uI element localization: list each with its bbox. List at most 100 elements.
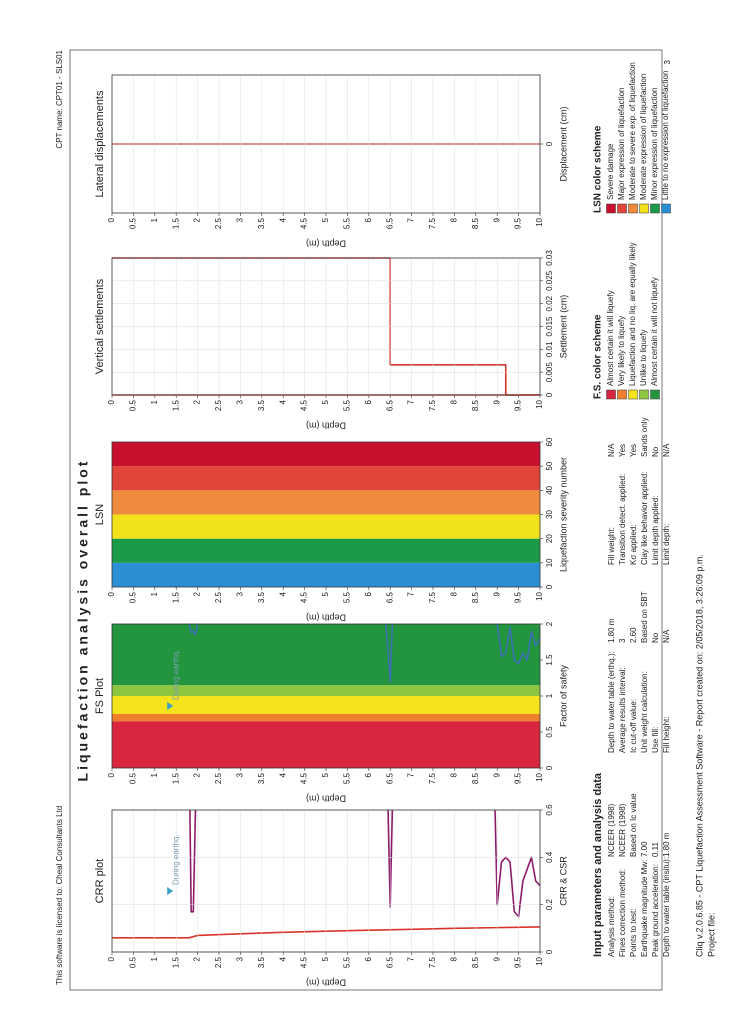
legend-label: Almost certain it will not liquefy [650, 277, 659, 386]
y-tick-label: 1 [150, 217, 159, 222]
annotation: During earthq. [171, 834, 180, 885]
license: This software is licensed to: Cheal Cons… [55, 806, 64, 985]
parameter-label: Depth to water table (erthq.): [607, 651, 616, 753]
y-tick-label: 0.5 [129, 217, 138, 229]
band [112, 696, 540, 714]
y-tick-label: 9 [492, 399, 501, 404]
y-tick-label: 8.5 [471, 399, 480, 411]
y-tick-label: 1.5 [171, 217, 180, 229]
y-tick-label: 9.5 [514, 399, 523, 411]
y-tick-label: 3.5 [257, 399, 266, 411]
parameter-value: 2.60 [629, 627, 638, 643]
y-axis-title: Depth (m) [306, 421, 346, 431]
y-tick-label: 5 [321, 772, 330, 777]
x-tick-label: 1.5 [545, 654, 554, 666]
parameter-value: Yes [629, 444, 638, 457]
y-tick-label: 9 [492, 217, 501, 222]
legend-title: LSN color scheme [593, 125, 604, 213]
y-tick-label: 2 [193, 399, 202, 404]
x-tick-label: 40 [545, 485, 554, 494]
band [112, 685, 540, 696]
legend-swatch [628, 203, 638, 214]
y-tick-label: 7.5 [428, 772, 437, 784]
y-tick-label: 5 [321, 399, 330, 404]
y-tick-label: 4.5 [300, 956, 309, 968]
x-axis-title: CRR & CSR [558, 856, 568, 906]
chart-title: Vertical settlements [94, 278, 106, 374]
y-tick-label: 5.5 [343, 772, 352, 784]
y-tick-label: 6 [364, 956, 373, 961]
y-tick-label: 8.5 [471, 956, 480, 968]
legend-label: Liquefaction and no liq. are equally lik… [628, 242, 637, 386]
y-tick-label: 10 [535, 956, 544, 965]
page-number: 3 [663, 59, 672, 64]
plot-border [111, 441, 541, 588]
parameter-label: Fines correction method: [618, 869, 627, 957]
x-axis-title: Factor of safety [558, 664, 568, 727]
parameter-value: 1.80 m [607, 618, 616, 643]
y-tick-label: 3 [236, 956, 245, 961]
y-tick-label: 5.5 [343, 956, 352, 968]
y-axis-title: Depth (m) [306, 794, 346, 804]
parameter-label: Transition detect. applied: [618, 474, 627, 565]
parameter-value: 3 [618, 638, 627, 643]
y-tick-label: 3.5 [257, 591, 266, 603]
band [112, 624, 540, 686]
parameter-value: 0.11 [651, 841, 660, 857]
parameter-label: Clay like behavior applied: [640, 472, 649, 565]
x-tick-label: 0.2 [545, 899, 554, 911]
y-tick-label: 10 [535, 591, 544, 600]
y-tick-label: 4.5 [300, 399, 309, 411]
series-line [188, 623, 541, 683]
y-tick-label: 6 [364, 591, 373, 596]
y-tick-label: 7 [407, 217, 416, 222]
x-tick-label: 0 [545, 765, 554, 770]
y-tick-label: 6 [364, 217, 373, 222]
legend-swatch [639, 203, 649, 214]
y-tick-label: 6.5 [385, 956, 394, 968]
y-tick-label: 4 [278, 956, 287, 961]
parameter-label: Ic cut-off value: [629, 699, 638, 753]
y-tick-label: 4.5 [300, 772, 309, 784]
x-tick-label: 0.02 [545, 295, 554, 311]
y-tick-label: 3 [236, 772, 245, 777]
y-tick-label: 9 [492, 772, 501, 777]
y-tick-label: 10 [535, 772, 544, 781]
parameter-label: Use fill: [651, 727, 660, 753]
parameter-label: Fill height: [662, 717, 671, 753]
y-axis-title: Depth (m) [306, 613, 346, 623]
y-tick-label: 9.5 [514, 591, 523, 603]
y-tick-label: 1.5 [171, 591, 180, 603]
y-tick-label: 4 [278, 591, 287, 596]
y-tick-label: 1 [150, 399, 159, 404]
parameter-value: N/A [662, 629, 671, 643]
y-tick-label: 9.5 [514, 217, 523, 229]
x-tick-label: 0.015 [545, 316, 554, 337]
y-tick-label: 5 [321, 217, 330, 222]
x-tick-label: 2 [545, 621, 554, 626]
band [112, 442, 540, 467]
legend-label: Little to no expression of liquefaction [661, 71, 670, 200]
x-tick-label: 0.01 [545, 341, 554, 357]
y-tick-label: 2.5 [214, 956, 223, 968]
y-tick-label: 8.5 [471, 772, 480, 784]
legend-title: F.S. color scheme [593, 314, 604, 399]
y-tick-label: 8 [450, 772, 459, 777]
y-axis-title: Depth (m) [306, 978, 346, 988]
x-axis-title: Displacement (cm) [558, 106, 568, 181]
y-tick-label: 0.5 [129, 399, 138, 411]
parameter-value: N/A [662, 443, 671, 457]
annotation: During earthq. [171, 649, 180, 700]
y-tick-label: 3 [236, 399, 245, 404]
y-tick-label: 8 [450, 399, 459, 404]
y-tick-label: 0 [107, 956, 116, 961]
y-tick-label: 9.5 [514, 956, 523, 968]
y-tick-label: 4 [278, 217, 287, 222]
parameter-value: Based on Ic value [629, 793, 638, 857]
x-tick-label: 0.6 [545, 804, 554, 816]
x-tick-label: 0.005 [545, 362, 554, 383]
y-tick-label: 6.5 [385, 217, 394, 229]
legend-swatch [661, 203, 671, 214]
x-tick-label: 0.5 [545, 726, 554, 738]
legend-swatch [628, 389, 638, 400]
